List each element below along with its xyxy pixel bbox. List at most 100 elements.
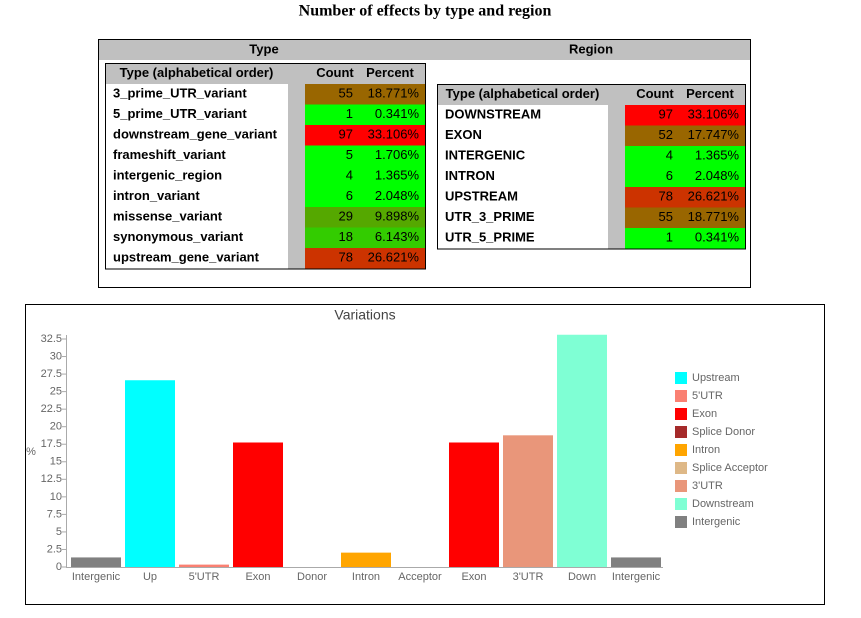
row-count: 97 <box>659 107 673 122</box>
separator-column <box>288 63 305 269</box>
row-name: INTERGENIC <box>445 148 526 163</box>
row-percent: 26.621% <box>688 189 740 204</box>
separator-column <box>608 84 625 249</box>
table-header-row <box>437 84 745 105</box>
legend-swatch <box>675 426 687 438</box>
y-tick-label: 5 <box>56 526 62 538</box>
row-percent: 9.898% <box>375 209 420 224</box>
x-tick-label: Up <box>143 571 157 583</box>
legend-swatch <box>675 372 687 384</box>
legend-label: Splice Acceptor <box>692 462 768 474</box>
x-tick-label: 3'UTR <box>513 571 544 583</box>
row-count: 5 <box>346 147 353 162</box>
page-title: Number of effects by type and region <box>299 3 552 20</box>
y-tick-label: 0 <box>56 561 62 573</box>
row-percent: 1.365% <box>375 168 420 183</box>
legend-label: Exon <box>692 408 717 420</box>
y-tick-label: 12.5 <box>41 473 62 485</box>
type-header: Type <box>249 41 278 56</box>
value-cell <box>625 187 745 208</box>
row-count: 4 <box>666 148 673 163</box>
table-border <box>105 63 426 270</box>
legend-label: Intron <box>692 444 720 456</box>
y-tick-label: 22.5 <box>41 403 62 415</box>
y-tick-label: 20 <box>50 421 62 433</box>
chart-title: Variations <box>334 307 395 323</box>
x-tick-label: Donor <box>297 571 327 583</box>
row-percent: 2.048% <box>695 168 740 183</box>
table-border <box>437 84 746 250</box>
value-cell <box>625 207 745 228</box>
row-name: intron_variant <box>113 188 200 203</box>
row-count: 6 <box>346 188 353 203</box>
row-name: UPSTREAM <box>445 189 518 204</box>
bar <box>449 442 499 567</box>
legend-swatch <box>675 462 687 474</box>
bar <box>503 435 553 567</box>
column-header: Percent <box>366 65 414 80</box>
value-cell <box>625 125 745 146</box>
x-tick-label: Intergenic <box>72 571 121 583</box>
y-tick-label: 32.5 <box>41 333 62 345</box>
column-header: Type (alphabetical order) <box>446 86 600 101</box>
row-count: 4 <box>346 168 353 183</box>
legend-swatch <box>675 516 687 528</box>
row-percent: 33.106% <box>368 127 420 142</box>
legend-label: Splice Donor <box>692 426 755 438</box>
value-cell <box>305 145 425 166</box>
row-count: 29 <box>339 209 353 224</box>
row-count: 55 <box>659 209 673 224</box>
value-cell <box>305 227 425 248</box>
row-name: INTRON <box>445 168 495 183</box>
x-tick-label: Down <box>568 571 596 583</box>
bar <box>341 552 391 567</box>
y-tick-label: 7.5 <box>47 508 62 520</box>
row-percent: 1.706% <box>375 147 420 162</box>
row-count: 52 <box>659 127 673 142</box>
y-tick-label: 15 <box>50 456 62 468</box>
row-name: DOWNSTREAM <box>445 107 541 122</box>
value-cell <box>305 248 425 269</box>
legend-label: Downstream <box>692 498 754 510</box>
row-count: 6 <box>666 168 673 183</box>
legend-swatch <box>675 444 687 456</box>
row-percent: 26.621% <box>368 250 420 265</box>
row-percent: 0.341% <box>695 230 740 245</box>
value-cell <box>625 166 745 187</box>
row-name: 3_prime_UTR_variant <box>113 86 247 101</box>
x-tick-label: Acceptor <box>398 571 442 583</box>
legend-label: Upstream <box>692 372 740 384</box>
legend-swatch <box>675 498 687 510</box>
legend-swatch <box>675 408 687 420</box>
table-header-row <box>105 63 425 84</box>
row-name: missense_variant <box>113 209 223 224</box>
value-cell <box>305 104 425 125</box>
row-percent: 18.771% <box>688 209 740 224</box>
row-percent: 1.365% <box>695 148 740 163</box>
row-count: 1 <box>346 106 353 121</box>
column-header: Count <box>636 86 674 101</box>
y-tick-label: 2.5 <box>47 543 62 555</box>
bar <box>611 557 661 567</box>
column-header: Type (alphabetical order) <box>120 65 274 80</box>
legend-label: Intergenic <box>692 516 741 528</box>
row-percent: 18.771% <box>368 86 420 101</box>
row-name: EXON <box>445 127 482 142</box>
bar <box>179 564 229 567</box>
value-cell <box>305 84 425 105</box>
column-header: Count <box>316 65 354 80</box>
region-header: Region <box>569 41 613 56</box>
value-cell <box>305 207 425 228</box>
row-name: frameshift_variant <box>113 147 226 162</box>
value-cell <box>305 186 425 207</box>
y-tick-label: 10 <box>50 491 62 503</box>
row-percent: 0.341% <box>375 106 420 121</box>
row-percent: 2.048% <box>375 188 420 203</box>
bar <box>557 334 607 567</box>
x-tick-label: Exon <box>461 571 486 583</box>
legend-label: 5'UTR <box>692 390 723 402</box>
row-name: intergenic_region <box>113 168 222 183</box>
row-count: 18 <box>339 229 353 244</box>
row-name: synonymous_variant <box>113 229 244 244</box>
